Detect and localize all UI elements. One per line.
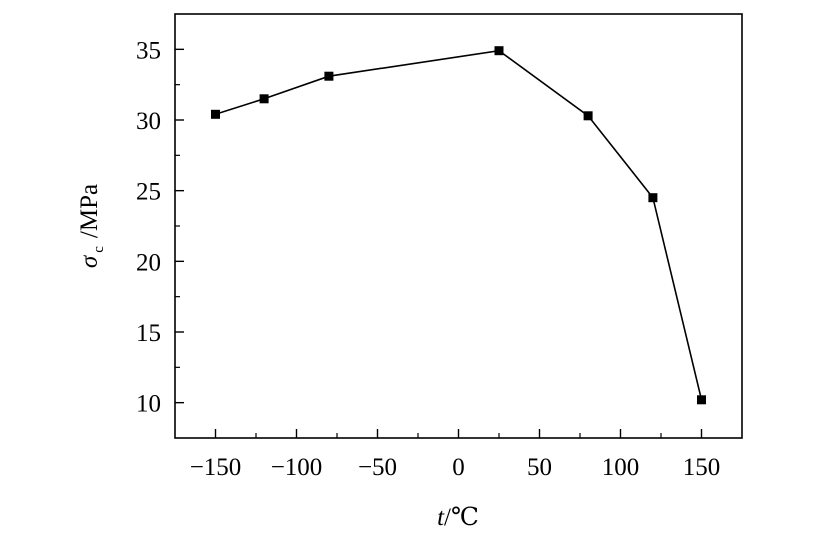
- series-line: [215, 49, 703, 400]
- x-tick-label: 0: [452, 454, 465, 481]
- y-tick-label: 20: [136, 249, 161, 276]
- y-tick-label: 15: [136, 320, 161, 347]
- x-tick-label: −100: [271, 454, 323, 481]
- x-axis-title: t/℃: [437, 504, 479, 531]
- x-tick-label: 150: [683, 454, 721, 481]
- data-point: [583, 111, 593, 121]
- data-point: [211, 109, 220, 119]
- y-axis-title: σc/MPa: [76, 184, 107, 268]
- y-tick-label: 10: [136, 391, 161, 418]
- y-tick-label: 30: [136, 108, 161, 135]
- data-point: [648, 193, 658, 203]
- x-tick-label: 100: [602, 454, 640, 481]
- x-tick-label: −150: [190, 454, 242, 481]
- x-tick-label: −50: [358, 454, 397, 481]
- plot-frame: [174, 13, 743, 439]
- data-point: [259, 94, 269, 104]
- x-tick-label: 50: [527, 454, 552, 481]
- y-tick-label: 35: [136, 37, 161, 64]
- data-point: [324, 71, 334, 81]
- axis-ticks: [175, 48, 703, 438]
- y-tick-label: 25: [136, 179, 161, 206]
- series-markers: [211, 46, 706, 405]
- tick-labels: −150 −100 −50 0 50 100 150 10 15 20 25 30 35: [136, 37, 720, 481]
- data-point: [494, 46, 504, 56]
- data-point: [697, 395, 706, 405]
